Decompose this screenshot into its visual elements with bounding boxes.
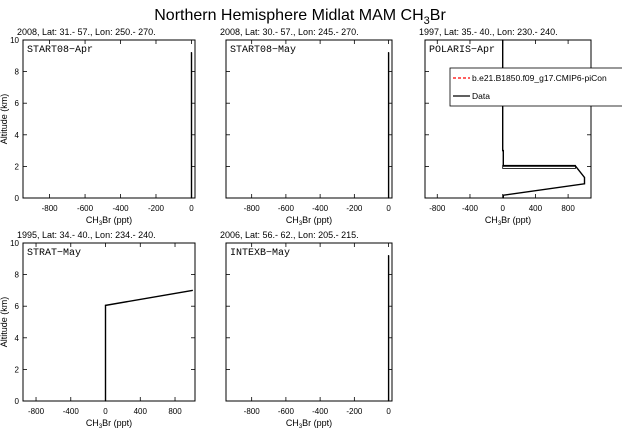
data-point bbox=[502, 39, 504, 41]
y-tick-label: 2 bbox=[15, 162, 20, 171]
campaign-label: POLARIS−Apr bbox=[429, 45, 495, 56]
series-line-data bbox=[502, 40, 586, 198]
x-tick-label: -200 bbox=[148, 204, 165, 213]
x-tick-label: -200 bbox=[346, 407, 363, 416]
campaign-label: STRAT−May bbox=[27, 248, 81, 259]
x-tick-label: 0 bbox=[386, 204, 391, 213]
data-point bbox=[583, 176, 586, 179]
panel-1: 2008, Lat: 31.- 57., Lon: 250.- 270. -800… bbox=[0, 27, 196, 227]
x-tick-label: 400 bbox=[529, 204, 543, 213]
x-tick-label: 400 bbox=[134, 407, 148, 416]
panel-header: 2008, Lat: 30.- 57., Lon: 245.- 270. bbox=[220, 27, 359, 37]
data-point bbox=[502, 150, 504, 152]
data-point bbox=[104, 304, 107, 307]
y-axis-label: Altitude (km) bbox=[0, 94, 9, 145]
data-point bbox=[191, 289, 193, 291]
x-axis-label: CH3Br (ppt) bbox=[286, 418, 332, 430]
data-point bbox=[104, 400, 107, 402]
y-tick-label: 10 bbox=[10, 36, 19, 45]
panel-3: 1997, Lat: 35.- 40., Lon: 230.- 240. -800… bbox=[419, 27, 622, 227]
x-axis-label: CH3Br (ppt) bbox=[86, 215, 132, 227]
data-point bbox=[190, 197, 193, 199]
x-tick-label: -800 bbox=[42, 204, 59, 213]
panel-header: 2006, Lat: 56.- 62., Lon: 205.- 215. bbox=[220, 230, 359, 240]
y-tick-label: 0 bbox=[15, 194, 20, 203]
y-axis-label: Altitude (km) bbox=[0, 297, 9, 348]
panel-header: 1997, Lat: 35.- 40., Lon: 230.- 240. bbox=[419, 27, 558, 37]
data-point bbox=[387, 255, 390, 257]
x-tick-label: -600 bbox=[278, 204, 295, 213]
x-tick-label: 800 bbox=[561, 204, 575, 213]
y-tick-label: 4 bbox=[15, 131, 20, 140]
plot-frame bbox=[22, 39, 196, 199]
y-tick-label: 4 bbox=[15, 334, 20, 343]
campaign-label: INTEXB−May bbox=[230, 248, 290, 259]
legend-box bbox=[449, 67, 622, 107]
legend-model-label: b.e21.B1850.f09_g17.CMIP6-piCon bbox=[472, 73, 607, 83]
y-tick-label: 6 bbox=[15, 302, 20, 311]
plot-frame bbox=[424, 39, 592, 199]
panel-2: 2008, Lat: 30.- 57., Lon: 245.- 270. -800… bbox=[220, 27, 393, 227]
x-tick-label: -400 bbox=[63, 407, 80, 416]
x-axis-label: CH3Br (ppt) bbox=[86, 418, 132, 430]
x-tick-label: -600 bbox=[77, 204, 94, 213]
data-point bbox=[574, 165, 577, 167]
data-point bbox=[502, 197, 504, 199]
panel-4: 1995, Lat: 34.- 40., Lon: 234.- 240. -800… bbox=[0, 230, 196, 430]
data-point bbox=[583, 183, 586, 185]
x-tick-label: 800 bbox=[168, 407, 182, 416]
y-tick-label: 8 bbox=[15, 68, 20, 77]
x-tick-label: 0 bbox=[189, 204, 194, 213]
data-point bbox=[387, 52, 390, 54]
panel-header: 1995, Lat: 34.- 40., Lon: 234.- 240. bbox=[17, 230, 156, 240]
data-point bbox=[190, 52, 193, 54]
x-tick-label: -400 bbox=[113, 204, 130, 213]
data-point bbox=[502, 194, 504, 196]
y-tick-label: 2 bbox=[15, 365, 20, 374]
panel-header: 2008, Lat: 31.- 57., Lon: 250.- 270. bbox=[17, 27, 156, 37]
data-point bbox=[387, 400, 390, 402]
x-axis-label: CH3Br (ppt) bbox=[286, 215, 332, 227]
x-tick-label: -400 bbox=[312, 204, 329, 213]
x-tick-label: -800 bbox=[244, 407, 261, 416]
x-tick-label: -400 bbox=[462, 204, 479, 213]
x-tick-label: -800 bbox=[244, 204, 261, 213]
figure-title: Northern Hemisphere Midlat MAM CH3Br bbox=[154, 7, 446, 27]
x-tick-label: -200 bbox=[346, 204, 363, 213]
data-point bbox=[387, 197, 390, 199]
plot-frame bbox=[225, 242, 393, 402]
x-tick-label: 0 bbox=[386, 407, 391, 416]
y-tick-label: 10 bbox=[10, 239, 19, 248]
y-tick-label: 6 bbox=[15, 99, 20, 108]
x-tick-label: 0 bbox=[103, 407, 108, 416]
data-point bbox=[502, 165, 504, 167]
plot-frame bbox=[225, 39, 393, 199]
x-tick-label: -800 bbox=[429, 204, 446, 213]
legend-data-label: Data bbox=[472, 91, 490, 101]
x-tick-label: 0 bbox=[500, 204, 505, 213]
plot-frame bbox=[22, 242, 196, 402]
panel-5: 2006, Lat: 56.- 62., Lon: 205.- 215. -800… bbox=[220, 230, 393, 430]
y-tick-label: 0 bbox=[15, 397, 20, 406]
x-tick-label: -600 bbox=[278, 407, 295, 416]
x-axis-label: CH3Br (ppt) bbox=[485, 215, 531, 227]
campaign-label: START08−Apr bbox=[27, 45, 93, 56]
x-tick-label: -400 bbox=[312, 407, 329, 416]
series-line-data bbox=[104, 289, 193, 401]
x-tick-label: -800 bbox=[28, 407, 45, 416]
campaign-label: START08−May bbox=[230, 45, 296, 56]
y-tick-label: 8 bbox=[15, 271, 20, 280]
